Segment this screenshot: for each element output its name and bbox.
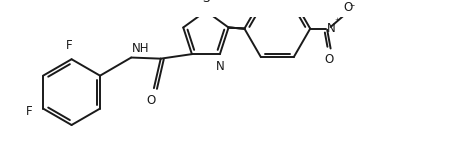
Text: O: O [146, 94, 155, 107]
Text: F: F [26, 105, 33, 118]
Text: N: N [216, 60, 225, 73]
Text: O: O [325, 53, 334, 66]
Text: S: S [202, 0, 210, 5]
Text: $^+$: $^+$ [333, 16, 341, 25]
Text: O: O [344, 1, 353, 14]
Text: $^-$: $^-$ [348, 1, 356, 11]
Text: F: F [66, 39, 72, 52]
Text: N: N [327, 22, 336, 35]
Text: NH: NH [132, 42, 150, 55]
